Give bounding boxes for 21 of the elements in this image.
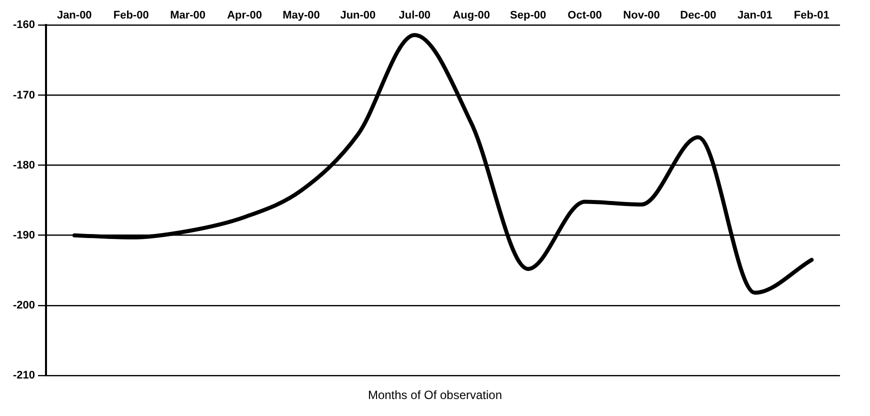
x-tick-label: Feb-00 (113, 10, 149, 22)
x-tick-label: Oct-00 (568, 10, 602, 22)
y-tick-label: -200 (12, 299, 36, 312)
y-tick-label: -170 (12, 89, 36, 102)
x-tick-label: Jan-00 (56, 10, 92, 22)
x-tick-label: Feb-01 (794, 10, 830, 22)
y-tick-label: -210 (12, 369, 36, 382)
y-tick-label: -190 (12, 229, 36, 242)
x-tick-label: Jan-01 (738, 10, 772, 22)
x-tick-label: Dec-00 (680, 10, 716, 22)
x-tick-label: Jun-00 (340, 10, 376, 22)
x-tick-label: Nov-00 (623, 10, 660, 22)
x-tick-label: Jul-00 (398, 10, 431, 22)
x-tick-label: Sep-00 (510, 10, 546, 22)
x-tick-label: Apr-00 (227, 10, 262, 22)
x-tick-label: Aug-00 (452, 10, 490, 22)
x-tick-label: May-00 (282, 10, 320, 22)
y-tick-label: -160 (12, 19, 36, 32)
x-axis-title: Months of Of observation (366, 388, 504, 402)
x-tick-label: Mar-00 (170, 10, 206, 22)
y-tick-label: -180 (12, 159, 36, 172)
